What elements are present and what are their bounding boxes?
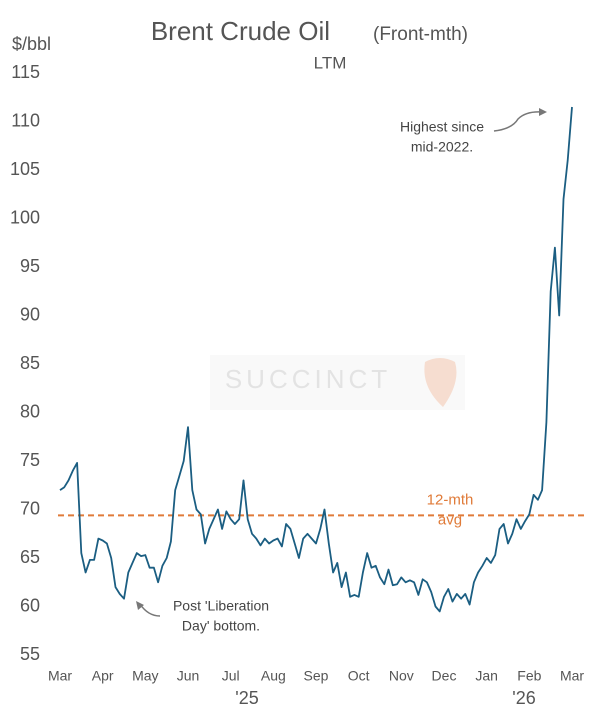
price-line — [59, 106, 573, 613]
chart-title: Brent Crude Oil — [151, 16, 330, 46]
average-label: avg — [438, 511, 462, 528]
x-tick-label: Dec — [432, 668, 457, 684]
annotation: Post 'Liberation — [173, 598, 269, 614]
x-tick-label: Jan — [475, 668, 498, 684]
x-tick-label: Apr — [92, 668, 114, 684]
watermark-logo — [424, 358, 457, 407]
x-tick-label: Aug — [261, 668, 286, 684]
x-tick-label: Oct — [348, 668, 370, 684]
annotation: Highest since — [400, 119, 484, 135]
year-label: '25 — [235, 688, 258, 708]
arrow-head — [136, 601, 144, 610]
y-tick-label: 85 — [20, 353, 40, 373]
chart-title-suffix: (Front-mth) — [373, 24, 468, 45]
y-tick-label: 105 — [10, 159, 40, 179]
y-tick-label: 55 — [20, 644, 40, 664]
arrow-head — [539, 108, 547, 116]
annotation: mid-2022. — [411, 139, 473, 155]
y-tick-label: 75 — [20, 450, 40, 470]
x-tick-label: Mar — [560, 668, 584, 684]
x-tick-label: Jun — [177, 668, 200, 684]
year-label: '26 — [512, 688, 535, 708]
y-tick-label: 65 — [20, 547, 40, 567]
y-tick-label: 100 — [10, 207, 40, 227]
watermark: SUCCINCT — [225, 364, 391, 394]
annotation: Day' bottom. — [182, 618, 260, 634]
average-label: 12-mth — [427, 491, 474, 508]
x-tick-label: Jul — [222, 668, 240, 684]
x-tick-label: Nov — [389, 668, 414, 684]
annotation-arrow — [493, 111, 543, 132]
y-tick-label: 70 — [20, 498, 40, 518]
x-tick-label: May — [132, 668, 158, 684]
x-tick-label: Feb — [517, 668, 541, 684]
y-tick-label: 110 — [11, 110, 40, 130]
x-tick-label: Mar — [48, 668, 72, 684]
chart-subtitle: LTM — [314, 53, 347, 72]
y-tick-label: 60 — [20, 595, 40, 615]
y-tick-label: 90 — [20, 304, 40, 324]
y-tick-label: 80 — [20, 401, 40, 421]
y-axis-label: $/bbl — [12, 34, 51, 54]
y-tick-label: 115 — [11, 62, 40, 82]
watermark-box — [210, 355, 465, 410]
x-tick-label: Sep — [304, 668, 329, 684]
y-tick-label: 95 — [20, 256, 40, 276]
